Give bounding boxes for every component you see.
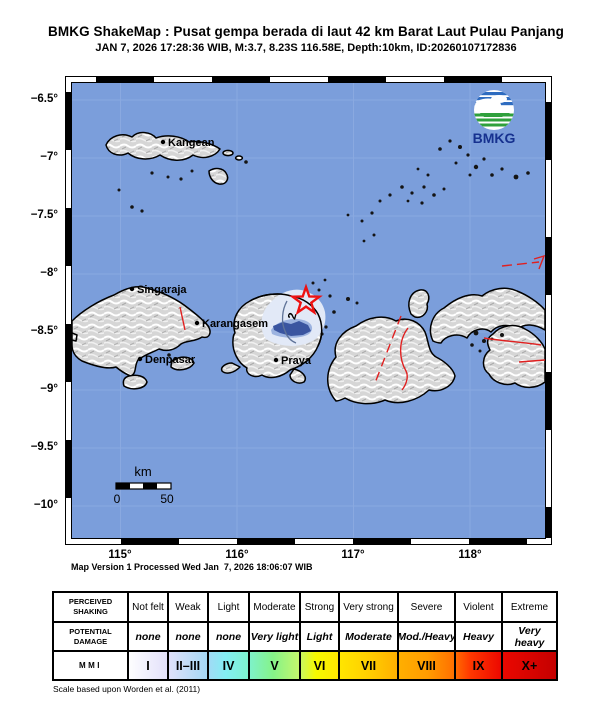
legend-damage-cell: Light [299,621,338,650]
map-border-bottom [66,538,551,544]
fault-lines [179,254,545,391]
y-tick: −8° [40,267,58,279]
scalebar-unit: km [134,464,151,479]
legend-shaking-cell: Violent [454,593,501,621]
y-tick: −10° [33,499,58,511]
legend-damage-cell: Mod./Heavy [397,621,456,650]
scalebar-start: 0 [114,492,121,506]
map-frame: 2 Kangean [65,76,552,545]
legend-shaking-cell: Strong [299,593,338,621]
legend-damage-cell: Very light [248,621,299,650]
map-border-left [66,83,72,538]
legend-damage-cell: none [127,621,167,650]
legend-shaking-cell: Extreme [501,593,556,621]
legend-mmi-cell: VI [299,650,338,679]
legend-shaking-cell: Weak [167,593,207,621]
graticule [72,83,545,538]
event-info-subtitle: JAN 7, 2026 17:28:36 WIB, M:3.7, 8.23S 1… [95,42,517,54]
label-praya: Praya [281,355,312,367]
label-singaraja: Singaraja [137,284,187,296]
legend-source-note: Scale based upon Worden et al. (2011) [53,684,201,694]
legend-row-header-damage: POTENTIAL DAMAGE [54,621,127,650]
y-tick: −7.5° [30,209,58,221]
map-canvas: 2 Kangean [72,83,545,538]
legend-mmi-cell: II–III [167,650,207,679]
y-tick: −6.5° [30,93,58,105]
legend-shaking-cell: Very strong [338,593,397,621]
legend-shaking-cell: Severe [397,593,454,621]
mmi-color-scale [127,650,556,679]
x-tick: 115° [108,549,132,561]
x-tick: 117° [341,549,365,561]
bmkg-logo-icon: BMKG [473,90,516,146]
legend-shaking-cell: Moderate [248,593,299,621]
legend-damage-cell: none [207,621,248,650]
scalebar-end: 50 [160,492,174,506]
y-tick: −9° [40,383,58,395]
legend-damage-cell: Moderate [338,621,397,650]
y-tick: −8.5° [30,325,58,337]
x-tick: 116° [225,549,249,561]
legend-shaking-cell: Light [207,593,248,621]
legend-mmi-cell: VIII [397,650,454,679]
legend-mmi-cell: VII [338,650,397,679]
intensity-overlay: 2 [249,289,326,347]
legend-mmi-cell: IX [454,650,501,679]
y-tick: −9.5° [30,441,58,453]
legend-mmi-cell: X+ [501,650,556,679]
islands [72,131,545,405]
intensity-contour-line [281,300,297,344]
label-kangean: Kangean [168,137,215,149]
page-title: BMKG ShakeMap : Pusat gempa berada di la… [48,24,564,39]
epicenter-star-icon [289,283,323,316]
legend-row-header-mmi: MMI [54,650,127,679]
scalebar: km 0 50 [114,464,174,506]
map-border-top [66,77,551,83]
legend-damage-cell: none [167,621,207,650]
place-labels: Kangean Singaraja Karangasem Denpasar Pr… [129,137,312,367]
map-version-footer: Map Version 1 Processed Wed Jan 7, 2026 … [71,562,313,572]
bmkg-logo-text: BMKG [473,130,516,146]
label-denpasar: Denpasar [145,354,196,366]
legend-damage-cell: Heavy [454,621,501,650]
x-tick: 118° [458,549,482,561]
contour-value-label: 2 [286,312,299,321]
legend-damage-cell: Very heavy [501,621,556,650]
legend-shaking-cell: Not felt [127,593,167,621]
map-border-right [545,83,551,538]
legend-row-header-shaking: PERCEIVED SHAKING [68,597,113,616]
legend-mmi-cell: V [248,650,299,679]
legend-mmi-cell: IV [207,650,248,679]
legend-mmi-cell: I [127,650,167,679]
label-karangasem: Karangasem [202,318,268,330]
y-tick: −7° [40,151,58,163]
mmi-legend-table: PERCEIVED SHAKING Not felt Weak Light Mo… [52,591,558,681]
map-graphics: 2 Kangean [72,83,545,538]
